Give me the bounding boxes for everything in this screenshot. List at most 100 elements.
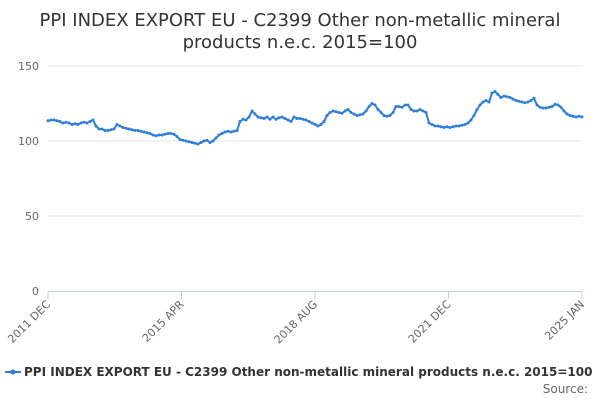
data-point[interactable] [325, 114, 329, 117]
data-point[interactable] [355, 114, 359, 117]
data-point[interactable] [298, 117, 302, 120]
data-point[interactable] [196, 142, 200, 146]
data-point[interactable] [385, 114, 389, 118]
data-point[interactable] [457, 124, 461, 128]
data-point[interactable] [91, 118, 95, 122]
data-point[interactable] [391, 111, 395, 114]
data-point[interactable] [223, 130, 227, 134]
data-point[interactable] [97, 127, 101, 131]
data-point[interactable] [283, 117, 287, 120]
data-point[interactable] [337, 111, 341, 114]
data-point[interactable] [154, 134, 158, 138]
data-point[interactable] [289, 120, 293, 123]
data-point[interactable] [184, 139, 188, 143]
data-point[interactable] [148, 132, 152, 135]
data-point[interactable] [49, 118, 53, 122]
data-point[interactable] [331, 109, 335, 113]
data-point[interactable] [238, 120, 242, 123]
data-point[interactable] [544, 106, 548, 110]
data-point[interactable] [565, 112, 569, 116]
data-point[interactable] [553, 102, 557, 106]
data-point[interactable] [481, 100, 485, 104]
data-point[interactable] [538, 105, 542, 109]
data-point[interactable] [67, 121, 71, 125]
data-point[interactable] [229, 130, 233, 134]
data-point[interactable] [313, 123, 317, 126]
data-point[interactable] [454, 124, 458, 128]
data-point[interactable] [304, 118, 308, 122]
data-point[interactable] [151, 133, 155, 137]
data-point[interactable] [118, 124, 122, 128]
data-point[interactable] [352, 112, 356, 116]
data-point[interactable] [424, 111, 428, 114]
data-point[interactable] [205, 138, 209, 142]
data-point[interactable] [559, 105, 563, 109]
data-point[interactable] [241, 117, 245, 121]
data-point[interactable] [79, 121, 83, 125]
data-point[interactable] [541, 106, 545, 110]
data-point[interactable] [139, 129, 143, 133]
data-point[interactable] [478, 103, 482, 107]
data-point[interactable] [58, 120, 62, 123]
data-point[interactable] [274, 117, 278, 121]
data-point[interactable] [103, 129, 107, 132]
data-point[interactable] [421, 109, 425, 113]
data-point[interactable] [328, 111, 332, 114]
data-point[interactable] [388, 114, 392, 117]
legend-series-label[interactable]: PPI INDEX EXPORT EU - C2399 Other non-me… [24, 365, 592, 379]
data-point[interactable] [535, 103, 539, 107]
data-point[interactable] [88, 120, 92, 123]
data-point[interactable] [520, 100, 524, 104]
data-point[interactable] [217, 133, 221, 137]
data-point[interactable] [286, 118, 290, 122]
data-point[interactable] [511, 97, 515, 101]
data-point[interactable] [322, 120, 326, 123]
data-point[interactable] [403, 103, 407, 107]
data-point[interactable] [265, 115, 269, 119]
data-point[interactable] [343, 109, 347, 113]
data-point[interactable] [85, 121, 89, 125]
data-point[interactable] [574, 115, 578, 119]
data-point[interactable] [199, 141, 203, 144]
data-point[interactable] [172, 132, 176, 136]
data-point[interactable] [76, 123, 80, 126]
data-point[interactable] [475, 108, 479, 111]
data-point[interactable] [493, 90, 497, 93]
data-point[interactable] [487, 100, 491, 104]
data-point[interactable] [412, 109, 416, 113]
data-point[interactable] [226, 129, 230, 133]
data-point[interactable] [373, 103, 377, 107]
data-point[interactable] [256, 115, 260, 119]
data-point[interactable] [490, 91, 494, 95]
data-point[interactable] [157, 133, 161, 137]
data-point[interactable] [571, 114, 575, 118]
data-point[interactable] [367, 105, 371, 108]
data-point[interactable] [124, 126, 128, 130]
data-point[interactable] [136, 129, 140, 132]
data-point[interactable] [514, 99, 518, 102]
data-point[interactable] [163, 132, 167, 136]
data-point[interactable] [250, 109, 254, 113]
data-point[interactable] [175, 135, 179, 138]
data-point[interactable] [106, 129, 110, 132]
data-point[interactable] [169, 132, 173, 135]
data-point[interactable] [532, 96, 536, 100]
data-point[interactable] [577, 114, 581, 118]
data-point[interactable] [334, 110, 338, 114]
data-point[interactable] [127, 127, 131, 131]
data-point[interactable] [397, 105, 401, 108]
data-point[interactable] [277, 116, 281, 120]
data-point[interactable] [268, 117, 272, 121]
data-point[interactable] [580, 115, 584, 119]
data-point[interactable] [214, 136, 218, 140]
data-point[interactable] [73, 122, 77, 126]
data-point[interactable] [394, 105, 398, 108]
data-point[interactable] [133, 129, 137, 132]
data-point[interactable] [178, 138, 182, 141]
data-point[interactable] [442, 126, 446, 129]
data-point[interactable] [346, 108, 350, 111]
data-point[interactable] [109, 128, 113, 132]
data-point[interactable] [295, 117, 299, 120]
data-point[interactable] [55, 119, 59, 123]
data-point[interactable] [496, 93, 500, 96]
